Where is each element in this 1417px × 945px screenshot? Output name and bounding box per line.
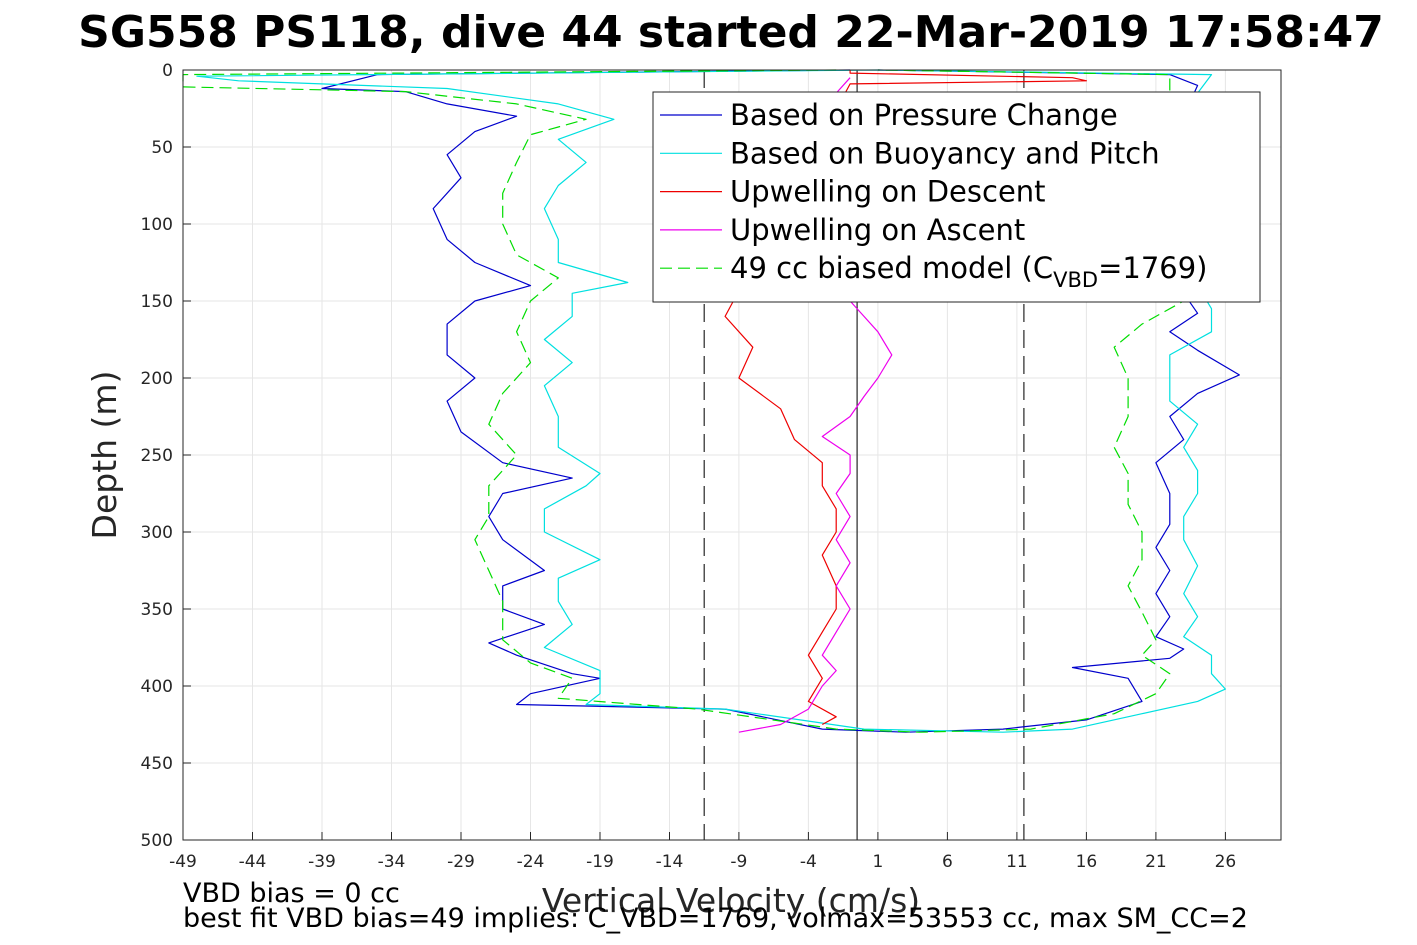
legend-label-text: Upwelling on Descent	[730, 175, 1046, 209]
series-line-upwell_desc	[724, 70, 1088, 726]
footer-line-1: VBD bias = 0 cc	[183, 878, 400, 909]
y-tick-label: 500	[141, 831, 173, 851]
y-tick-label: 250	[141, 446, 173, 466]
x-tick-label: -44	[239, 852, 267, 872]
x-tick-label: -4	[800, 852, 817, 872]
y-tick-label: 350	[141, 600, 173, 620]
x-tick-label: -19	[586, 852, 614, 872]
x-tick-label: -39	[308, 852, 336, 872]
legend-label-subscript: VBD	[1053, 268, 1098, 292]
legend-label-text: Based on Buoyancy and Pitch	[730, 136, 1160, 170]
legend-label-buoyancy: Based on Buoyancy and Pitch	[730, 136, 1160, 170]
x-tick-label: 6	[942, 852, 953, 872]
legend-label-text: Upwelling on Ascent	[730, 213, 1025, 247]
x-tick-label: -9	[730, 852, 747, 872]
series-line-pressure	[321, 69, 1240, 733]
legend-label-suffix: =1769)	[1098, 251, 1207, 285]
x-tick-label: 21	[1145, 852, 1167, 872]
legend-label-upwell_asc: Upwelling on Ascent	[730, 213, 1025, 247]
y-tick-label: 100	[141, 215, 173, 235]
x-tick-label: 16	[1076, 852, 1098, 872]
y-axis-label: Depth (m)	[85, 371, 124, 540]
footer-line-2: best fit VBD bias=49 implies: C_VBD=1769…	[183, 903, 1248, 934]
x-tick-label: 1	[872, 852, 883, 872]
y-tick-label: 0	[162, 61, 173, 81]
y-axis-ticks: 0 50 100 150 200 250 300 350 400 450 500	[141, 61, 191, 851]
y-tick-label: 150	[141, 292, 173, 312]
y-tick-label: 400	[141, 677, 173, 697]
legend-label-text: 49 cc biased model (C	[730, 251, 1053, 285]
y-tick-label: 200	[141, 369, 173, 389]
legend-label-model: 49 cc biased model (CVBD=1769)	[730, 251, 1208, 292]
series-line-buoyancy	[196, 69, 1240, 733]
legend-label-upwell_desc: Upwelling on Descent	[730, 175, 1046, 209]
legend-label-pressure: Based on Pressure Change	[730, 98, 1118, 132]
legend-label-text: Based on Pressure Change	[730, 98, 1118, 132]
y-tick-label: 300	[141, 523, 173, 543]
legend-box	[652, 91, 1261, 303]
legend: Based on Pressure Change Based on Buoyanc…	[652, 91, 1261, 303]
y-tick-label: 50	[151, 138, 173, 158]
x-axis-ticks: -49 -44 -39 -34 -29 -24 -19 -14 -9 -4 1 6 11 16 21 26	[169, 832, 1236, 872]
y-tick-label: 450	[141, 754, 173, 774]
x-tick-label: -29	[447, 852, 475, 872]
x-tick-label: -24	[517, 852, 545, 872]
x-axis-label: Vertical Velocity (cm/s)	[542, 881, 920, 920]
x-tick-label: -49	[169, 852, 197, 872]
chart-title: SG558 PS118, dive 44 started 22-Mar-2019…	[78, 7, 1384, 58]
x-tick-label: 26	[1215, 852, 1237, 872]
x-tick-label: -34	[378, 852, 406, 872]
x-tick-label: -14	[656, 852, 684, 872]
x-tick-label: 11	[1006, 852, 1028, 872]
